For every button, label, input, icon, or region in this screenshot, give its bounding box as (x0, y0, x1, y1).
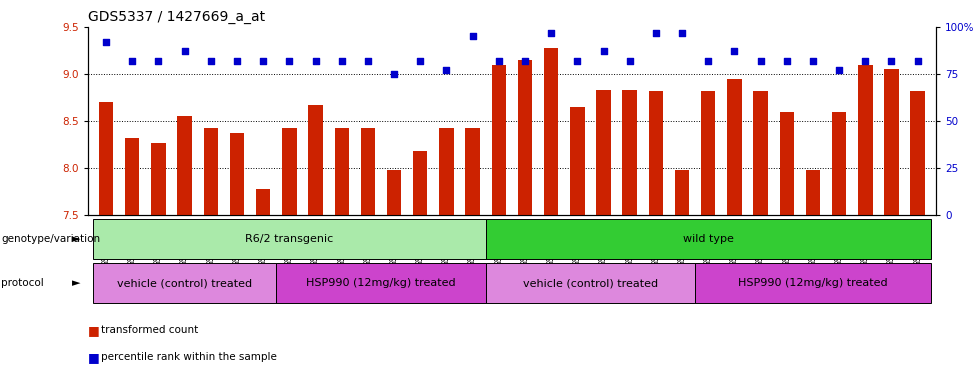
Bar (597, 90, 610, 215)
Point (229, 58, 245, 64)
Point (858, 58, 874, 64)
Bar (413, 151, 427, 215)
Text: transformed count: transformed count (101, 325, 199, 335)
Text: R6/2 transgenic: R6/2 transgenic (246, 234, 333, 244)
Point (648, 30, 664, 36)
Text: ►: ► (72, 234, 81, 244)
Bar (486, 219, 931, 259)
Bar (334, 127, 349, 215)
Point (439, 67, 454, 73)
Text: ■: ■ (88, 351, 99, 364)
Bar (93, 219, 486, 259)
Text: protocol: protocol (1, 278, 44, 288)
Bar (675, 170, 689, 215)
Bar (308, 105, 323, 215)
Text: ►: ► (72, 278, 81, 288)
Bar (832, 112, 846, 215)
Point (360, 58, 375, 64)
Bar (98, 102, 113, 215)
Bar (648, 91, 663, 215)
Point (412, 58, 428, 64)
Text: HSP990 (12mg/kg) treated: HSP990 (12mg/kg) treated (738, 278, 888, 288)
Bar (177, 116, 192, 215)
Text: vehicle (control) treated: vehicle (control) treated (523, 278, 658, 288)
Point (569, 58, 585, 64)
Point (308, 58, 324, 64)
Bar (230, 133, 244, 215)
Text: GDS5337 / 1427669_a_at: GDS5337 / 1427669_a_at (88, 10, 265, 25)
Bar (486, 263, 695, 303)
Text: percentile rank within the sample: percentile rank within the sample (101, 352, 277, 362)
Point (622, 58, 638, 64)
Bar (754, 91, 767, 215)
Bar (256, 189, 270, 215)
Bar (622, 90, 637, 215)
Bar (780, 112, 794, 215)
Bar (727, 79, 742, 215)
Point (98, 39, 114, 45)
Bar (276, 263, 486, 303)
Bar (282, 127, 296, 215)
Bar (518, 60, 532, 215)
Bar (125, 138, 139, 215)
Text: HSP990 (12mg/kg) treated: HSP990 (12mg/kg) treated (306, 278, 455, 288)
Point (779, 58, 795, 64)
Text: ■: ■ (88, 324, 99, 337)
Point (176, 48, 192, 55)
Bar (204, 127, 218, 215)
Point (543, 30, 559, 36)
Bar (858, 65, 873, 215)
Text: vehicle (control) treated: vehicle (control) treated (117, 278, 253, 288)
Point (910, 58, 925, 64)
Point (282, 58, 297, 64)
Bar (911, 91, 925, 215)
Bar (544, 48, 559, 215)
Bar (361, 129, 375, 215)
Point (125, 58, 140, 64)
Point (596, 48, 611, 55)
Point (386, 71, 402, 77)
Bar (151, 142, 166, 215)
Point (805, 58, 821, 64)
Bar (695, 263, 931, 303)
Point (333, 58, 349, 64)
Point (832, 67, 847, 73)
Point (883, 58, 899, 64)
Text: genotype/variation: genotype/variation (1, 234, 100, 244)
Bar (805, 170, 820, 215)
Point (517, 58, 532, 64)
Point (675, 30, 690, 36)
Bar (465, 127, 480, 215)
Bar (570, 107, 585, 215)
Point (700, 58, 716, 64)
Bar (884, 69, 899, 215)
Point (203, 58, 218, 64)
Point (465, 33, 481, 40)
Point (491, 58, 507, 64)
Point (726, 48, 742, 55)
Bar (439, 127, 453, 215)
Point (753, 58, 768, 64)
Bar (387, 170, 402, 215)
Bar (491, 65, 506, 215)
Text: wild type: wild type (682, 234, 733, 244)
Point (255, 58, 271, 64)
Bar (701, 91, 716, 215)
Bar (93, 263, 276, 303)
Point (150, 58, 166, 64)
